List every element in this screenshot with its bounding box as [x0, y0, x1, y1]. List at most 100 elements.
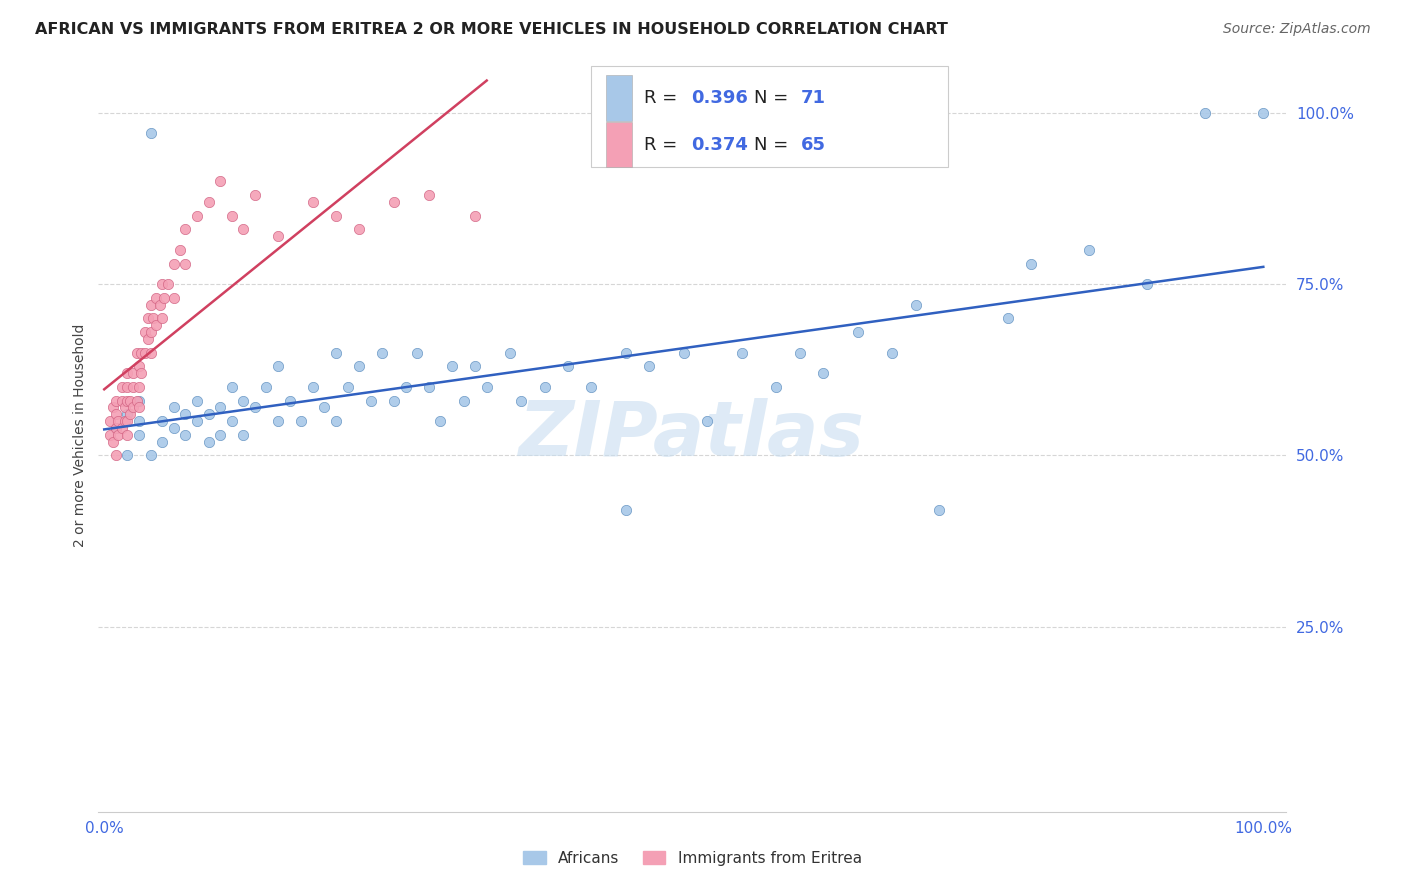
- Point: [811, 366, 834, 380]
- Point: [1021, 256, 1043, 270]
- Point: [163, 256, 186, 270]
- Point: [117, 380, 139, 394]
- Point: [110, 380, 132, 394]
- Point: [394, 380, 416, 394]
- Point: [103, 401, 125, 415]
- Point: [139, 126, 162, 140]
- Point: [267, 359, 290, 374]
- Point: [163, 421, 186, 435]
- Point: [163, 401, 186, 415]
- Point: [107, 414, 129, 428]
- Point: [122, 366, 145, 380]
- Point: [122, 380, 145, 394]
- Point: [122, 401, 145, 415]
- Point: [429, 414, 451, 428]
- Point: [197, 194, 219, 209]
- Point: [128, 393, 150, 408]
- Point: [110, 393, 132, 408]
- Point: [347, 222, 370, 236]
- Point: [169, 243, 191, 257]
- Point: [103, 434, 125, 449]
- Point: [928, 503, 950, 517]
- Point: [104, 421, 127, 435]
- Point: [440, 359, 463, 374]
- Point: [114, 414, 136, 428]
- Point: [1078, 243, 1101, 257]
- Point: [232, 222, 254, 236]
- Point: [1253, 105, 1275, 120]
- Point: [371, 345, 394, 359]
- Point: [131, 345, 153, 359]
- Point: [117, 449, 139, 463]
- Point: [302, 194, 325, 209]
- Point: [789, 345, 811, 359]
- Point: [638, 359, 661, 374]
- Point: [174, 222, 197, 236]
- FancyBboxPatch shape: [606, 76, 631, 120]
- Text: 65: 65: [800, 136, 825, 154]
- Point: [98, 427, 121, 442]
- Point: [406, 345, 429, 359]
- Point: [118, 393, 141, 408]
- Point: [153, 291, 176, 305]
- Text: R =: R =: [644, 89, 683, 107]
- Point: [209, 174, 232, 188]
- Point: [128, 414, 150, 428]
- Point: [128, 359, 150, 374]
- Point: [125, 393, 148, 408]
- Point: [533, 380, 555, 394]
- Point: [134, 345, 156, 359]
- Point: [579, 380, 602, 394]
- Text: 0.396: 0.396: [692, 89, 748, 107]
- Point: [150, 414, 173, 428]
- Point: [128, 401, 150, 415]
- Point: [221, 414, 243, 428]
- Point: [882, 345, 904, 359]
- Point: [209, 427, 232, 442]
- Point: [672, 345, 695, 359]
- Point: [197, 407, 219, 421]
- Point: [267, 414, 290, 428]
- Point: [104, 407, 127, 421]
- Point: [614, 345, 637, 359]
- Point: [107, 427, 129, 442]
- Point: [221, 380, 243, 394]
- Point: [131, 366, 153, 380]
- Point: [221, 209, 243, 223]
- Point: [347, 359, 370, 374]
- Text: 71: 71: [800, 89, 825, 107]
- Point: [174, 407, 197, 421]
- Point: [325, 209, 347, 223]
- Point: [290, 414, 312, 428]
- Point: [267, 229, 290, 244]
- Point: [150, 434, 173, 449]
- Point: [156, 277, 179, 291]
- Point: [125, 345, 148, 359]
- Point: [499, 345, 522, 359]
- Point: [150, 277, 173, 291]
- Point: [382, 194, 405, 209]
- Point: [197, 434, 219, 449]
- Point: [510, 393, 533, 408]
- Point: [139, 325, 162, 339]
- Point: [325, 414, 347, 428]
- Point: [118, 407, 141, 421]
- Point: [186, 393, 208, 408]
- Point: [382, 393, 405, 408]
- Point: [136, 332, 159, 346]
- Point: [104, 449, 127, 463]
- FancyBboxPatch shape: [606, 122, 631, 168]
- Text: R =: R =: [644, 136, 683, 154]
- Point: [336, 380, 359, 394]
- Point: [117, 414, 139, 428]
- Point: [557, 359, 579, 374]
- Point: [232, 393, 254, 408]
- Point: [464, 209, 486, 223]
- Point: [186, 209, 208, 223]
- Point: [139, 345, 162, 359]
- Point: [117, 393, 139, 408]
- FancyBboxPatch shape: [592, 65, 948, 168]
- Y-axis label: 2 or more Vehicles in Household: 2 or more Vehicles in Household: [73, 323, 87, 547]
- Point: [174, 256, 197, 270]
- Point: [325, 345, 347, 359]
